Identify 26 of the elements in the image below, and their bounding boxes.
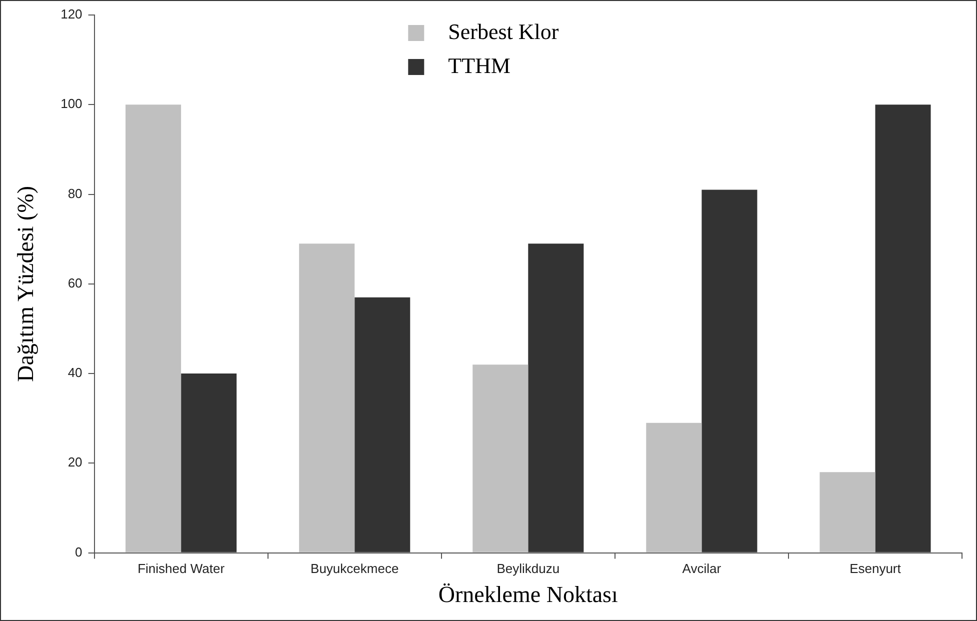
bar [646, 422, 702, 552]
bar [126, 104, 182, 552]
x-tick-label: Finished Water [138, 561, 226, 576]
x-tick-label: Beylikduzu [496, 561, 560, 576]
bar [820, 472, 876, 552]
x-tick-label: Avcilar [682, 561, 722, 576]
bar [875, 104, 931, 552]
bar [181, 374, 237, 552]
bar [299, 244, 355, 552]
y-tick-label: 60 [68, 275, 82, 290]
bar [472, 364, 528, 552]
y-tick-label: 20 [68, 454, 82, 470]
bar [354, 297, 410, 552]
y-tick-label: 0 [75, 544, 82, 560]
y-tick-label: 40 [68, 365, 82, 380]
y-tick-label: 120 [60, 6, 82, 22]
x-tick-label: Buyukcekmece [310, 561, 399, 576]
y-tick-label: 80 [68, 186, 82, 201]
bar [702, 190, 758, 552]
x-tick-label: Esenyurt [850, 561, 902, 576]
y-axis-title: Dağıtım Yüzdesi (%) [12, 186, 38, 382]
bar [528, 244, 584, 552]
legend-label: TTHM [448, 52, 510, 78]
y-tick-label: 100 [60, 96, 82, 112]
x-axis-title: Örnekleme Noktası [438, 582, 618, 608]
legend-label: Serbest Klor [448, 18, 560, 44]
